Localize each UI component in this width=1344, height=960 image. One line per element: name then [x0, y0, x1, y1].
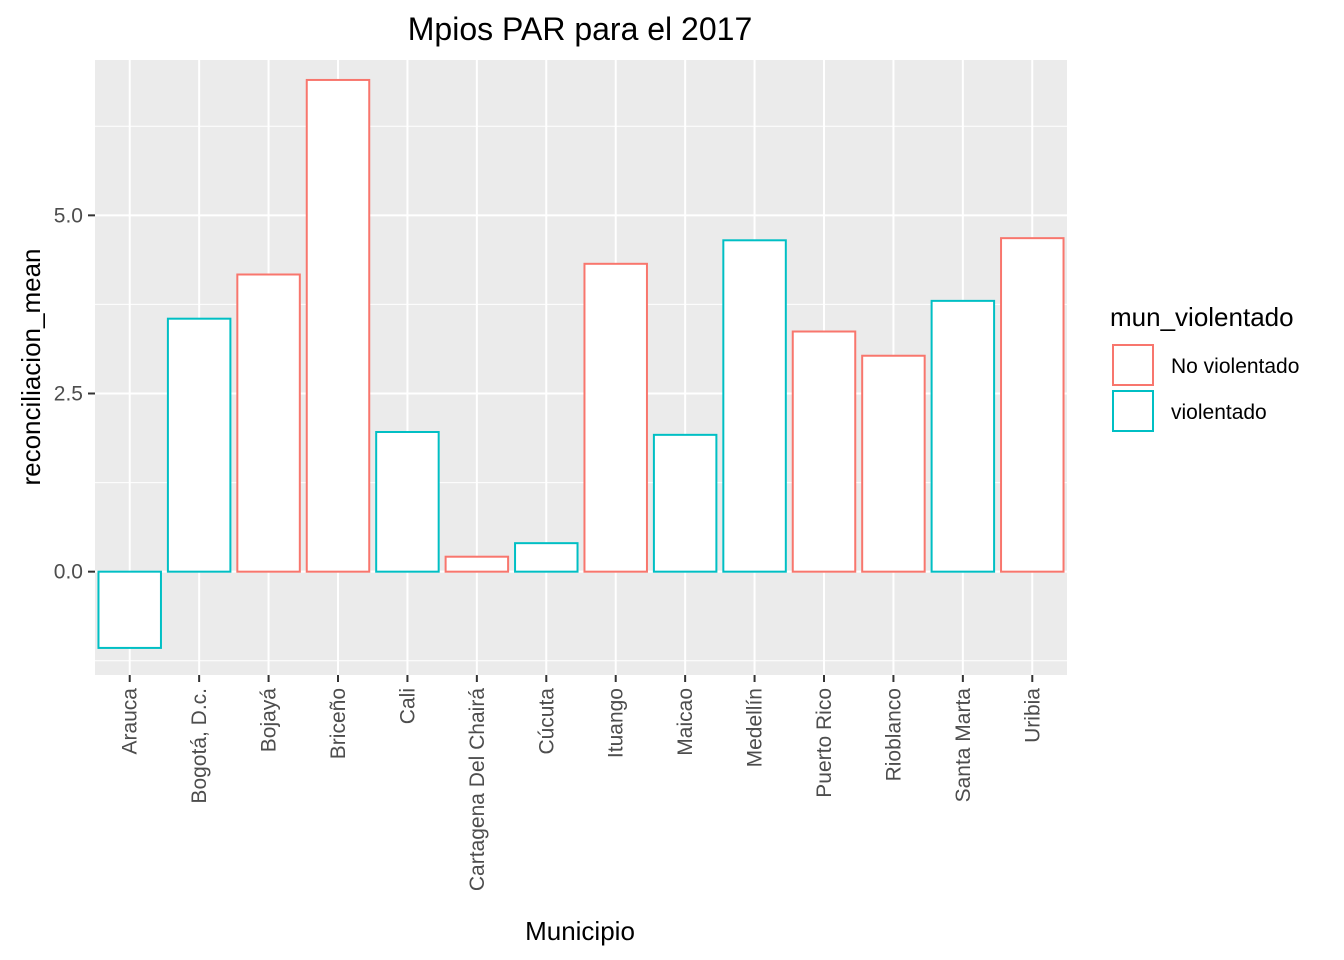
bar [722, 239, 787, 573]
x-tick-label: Uribia [1021, 688, 1044, 743]
bar [791, 330, 857, 573]
x-tick-label: Ituango [605, 688, 628, 758]
legend-label: No violentado [1171, 355, 1299, 378]
y-axis: 0.0 2.5 5.0 [54, 204, 95, 584]
chart-title: Mpios PAR para el 2017 [408, 11, 752, 47]
y-tick-label: 5.0 [54, 204, 83, 227]
bar [930, 299, 996, 573]
x-tick-label: Cartagena Del Chairá [466, 688, 489, 891]
legend-key [1112, 344, 1154, 386]
bar [97, 570, 162, 649]
bar [444, 555, 510, 573]
bars [97, 78, 1065, 649]
y-tick-label: 2.5 [54, 383, 83, 406]
y-tick-label: 0.0 [54, 561, 83, 584]
x-tick-label: Briceño [327, 688, 350, 759]
bar [514, 542, 579, 573]
legend: mun_violentado No violentado violentado [1110, 302, 1299, 432]
x-tick-label: Cali [396, 688, 419, 724]
bar [305, 78, 371, 573]
bar [236, 273, 301, 573]
bar [861, 354, 926, 573]
x-axis-title: Municipio [525, 916, 635, 946]
x-tick-label: Cúcuta [535, 688, 558, 755]
bar [166, 317, 232, 573]
x-axis: Arauca Bogotá, D.c. Bojayá Briceño Cali Carta… [119, 675, 1044, 891]
x-tick-label: Bogotá, D.c. [188, 688, 211, 804]
x-tick-label: Santa Marta [952, 688, 975, 803]
bar [583, 262, 648, 573]
x-tick-label: Maicao [674, 688, 697, 756]
x-tick-label: Puerto Rico [813, 688, 836, 798]
legend-label: violentado [1171, 401, 1267, 424]
bar [652, 433, 718, 573]
bar [375, 430, 440, 573]
x-tick-label: Rioblanco [882, 688, 905, 781]
x-tick-label: Medellín [744, 688, 767, 767]
legend-title: mun_violentado [1110, 302, 1294, 332]
x-tick-label: Bojayá [258, 688, 281, 753]
y-axis-title: reconciliacion_mean [16, 248, 46, 485]
x-tick-label: Arauca [119, 688, 142, 755]
legend-key [1112, 390, 1154, 432]
bar [1000, 237, 1065, 573]
